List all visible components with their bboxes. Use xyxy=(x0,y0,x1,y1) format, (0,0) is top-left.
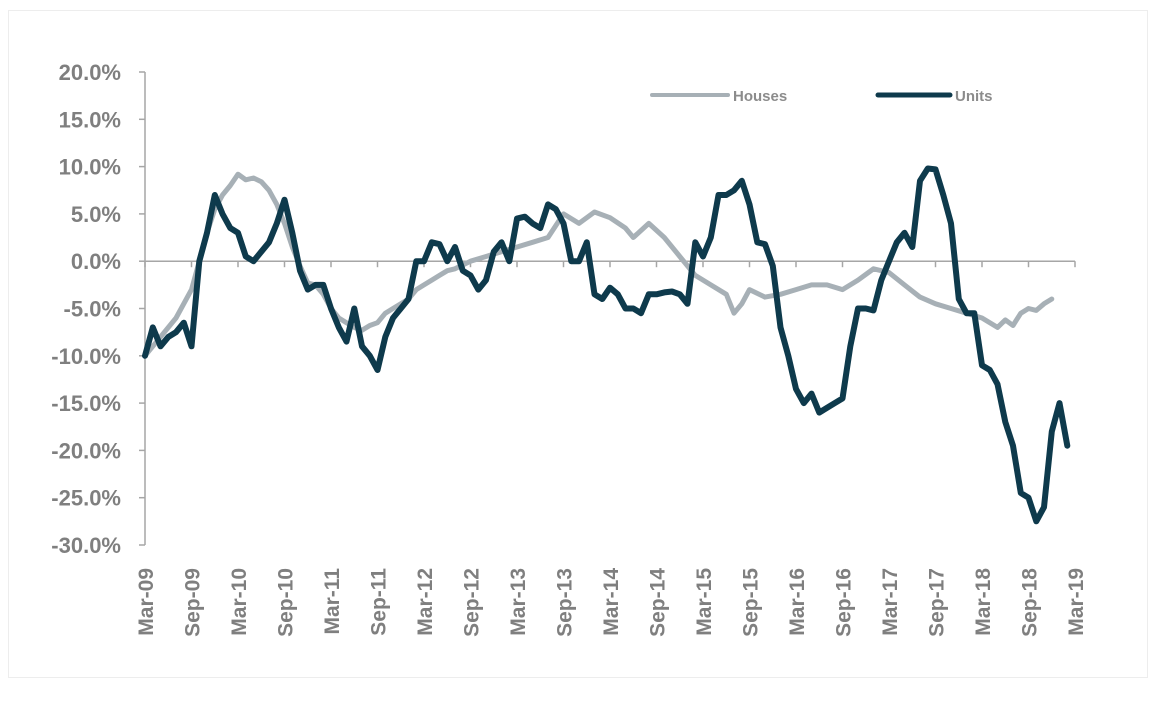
series-line-units xyxy=(142,165,1071,525)
y-tick-label: -30.0% xyxy=(51,533,121,558)
x-tick-label: Mar-19 xyxy=(1065,568,1088,636)
x-tick-label: Mar-17 xyxy=(879,568,902,636)
x-tick-label: Sep-10 xyxy=(275,568,298,637)
y-tick-label: 5.0% xyxy=(71,202,121,227)
x-tick-label: Mar-16 xyxy=(786,568,809,636)
chart-frame xyxy=(8,10,1148,678)
y-tick-label: -25.0% xyxy=(51,486,121,511)
y-axis-tick-labels: 20.0% 15.0% 10.0% 5.0% 0.0% -5.0% -10.0% -15.0%… xyxy=(51,60,121,558)
x-axis-tick-labels: Mar-09 Sep-09 Mar-10 Sep-10 Mar-11 Sep-11 Mar-… xyxy=(135,568,1088,637)
y-tick-label: -10.0% xyxy=(51,344,121,369)
axes xyxy=(139,71,1076,546)
x-tick-label: Sep-15 xyxy=(740,568,763,637)
y-tick-label: 10.0% xyxy=(59,155,121,180)
x-tick-label: Sep-12 xyxy=(461,568,484,637)
y-tick-label: -15.0% xyxy=(51,391,121,416)
y-tick-label: 0.0% xyxy=(71,249,121,274)
x-tick-label: Sep-09 xyxy=(182,568,205,637)
x-tick-label: Sep-17 xyxy=(926,568,949,637)
x-tick-label: Sep-18 xyxy=(1019,568,1042,637)
y-tick-label: -20.0% xyxy=(51,438,121,463)
y-tick-label: -5.0% xyxy=(64,297,121,322)
legend-label-houses: Houses xyxy=(733,88,787,105)
x-tick-label: Sep-13 xyxy=(554,568,577,637)
x-tick-label: Mar-14 xyxy=(600,568,623,636)
x-tick-label: Mar-10 xyxy=(228,568,251,636)
x-tick-label: Mar-18 xyxy=(972,568,995,636)
y-tick-label: 20.0% xyxy=(59,60,121,85)
x-tick-label: Mar-15 xyxy=(693,568,716,636)
x-tick-label: Mar-11 xyxy=(321,568,344,635)
x-tick-label: Sep-14 xyxy=(647,568,670,637)
y-tick-label: 15.0% xyxy=(59,107,121,132)
x-tick-label: Sep-16 xyxy=(833,568,856,637)
series-lines xyxy=(142,165,1071,525)
legend: Houses Units xyxy=(650,88,993,105)
x-tick-label: Mar-13 xyxy=(507,568,530,636)
x-tick-label: Sep-11 xyxy=(368,568,391,636)
legend-label-units: Units xyxy=(955,88,993,105)
x-tick-label: Mar-09 xyxy=(135,568,158,636)
x-tick-label: Mar-12 xyxy=(414,568,437,636)
